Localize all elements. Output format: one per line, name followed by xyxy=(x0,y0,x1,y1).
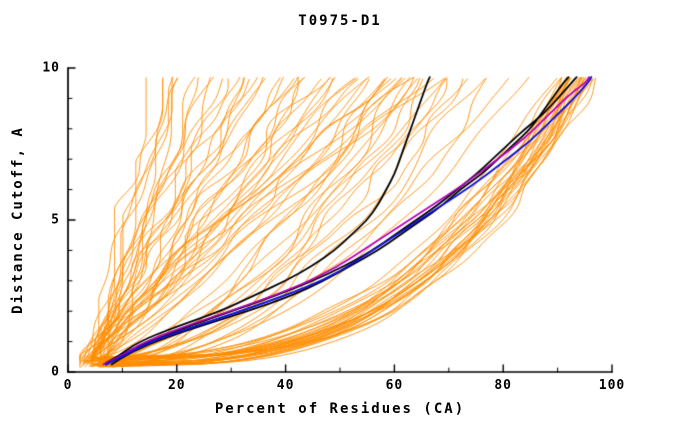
y-axis-label: Distance Cutoff, A xyxy=(10,126,26,314)
x-axis-label: Percent of Residues (CA) xyxy=(214,401,466,417)
chart-title: T0975-D1 xyxy=(298,13,382,29)
